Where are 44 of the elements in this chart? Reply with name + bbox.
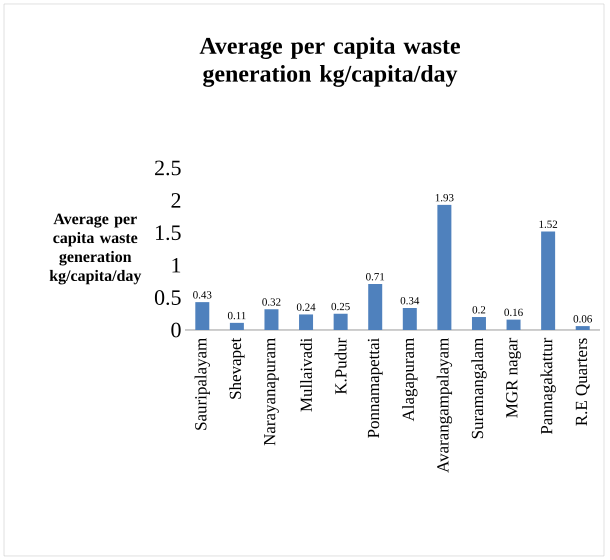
y-tick-label: 0.5: [154, 290, 181, 306]
data-label: 0.06: [574, 315, 592, 323]
bar: [472, 317, 486, 330]
x-tick-label: Sauripalayam: [194, 338, 210, 430]
x-tick-label: MGR nagar: [506, 338, 521, 418]
data-label: 0.34: [400, 297, 420, 304]
bar: [299, 314, 314, 330]
bar: [334, 314, 348, 330]
bar: [541, 231, 556, 330]
x-tick-label: Avarangampalayam: [436, 338, 452, 473]
y-tick-label: 0: [171, 322, 181, 338]
bar: [195, 302, 210, 330]
data-label: 0.25: [331, 302, 350, 310]
bar: [506, 320, 521, 330]
bar: [264, 309, 278, 330]
x-tick-label: Ponnamapettai: [368, 338, 383, 438]
bar: [368, 284, 382, 330]
x-tick-label: R.E Quarters: [576, 338, 590, 426]
x-tick-label: Shevapet: [229, 338, 245, 399]
x-tick-label: Pannagakattur: [540, 338, 556, 434]
y-tick-label: 2: [171, 193, 180, 208]
data-label: 0.32: [262, 298, 280, 306]
bar: [230, 322, 244, 330]
bar: [402, 308, 417, 330]
data-label: 0.71: [366, 273, 384, 280]
data-label: 0.24: [296, 303, 316, 311]
y-tick-label: 2.5: [155, 160, 181, 176]
y-tick-label: 1: [172, 258, 180, 272]
data-label: 1.93: [436, 194, 454, 202]
x-tick-label: Suramangalam: [471, 338, 487, 438]
data-label: 0.43: [193, 291, 212, 299]
data-label: 1.52: [540, 220, 558, 228]
chart-title: Average per capita waste generation kg/capita/day: [200, 37, 460, 87]
y-axis-title: Average per capita waste generation kg/capita/day: [50, 214, 142, 284]
x-tick-label: Narayanapuram: [264, 338, 279, 446]
x-tick-label: Alagapuram: [402, 338, 418, 422]
bar: [437, 204, 452, 330]
bar: [576, 326, 590, 330]
x-tick-label: Mullaivadi: [300, 338, 312, 412]
data-label: 0.2: [472, 306, 486, 314]
x-tick-label: K.Pudur: [334, 338, 347, 394]
data-label: 0.11: [228, 312, 246, 320]
y-tick-label: 1.5: [156, 225, 181, 240]
data-label: 0.16: [504, 308, 523, 316]
